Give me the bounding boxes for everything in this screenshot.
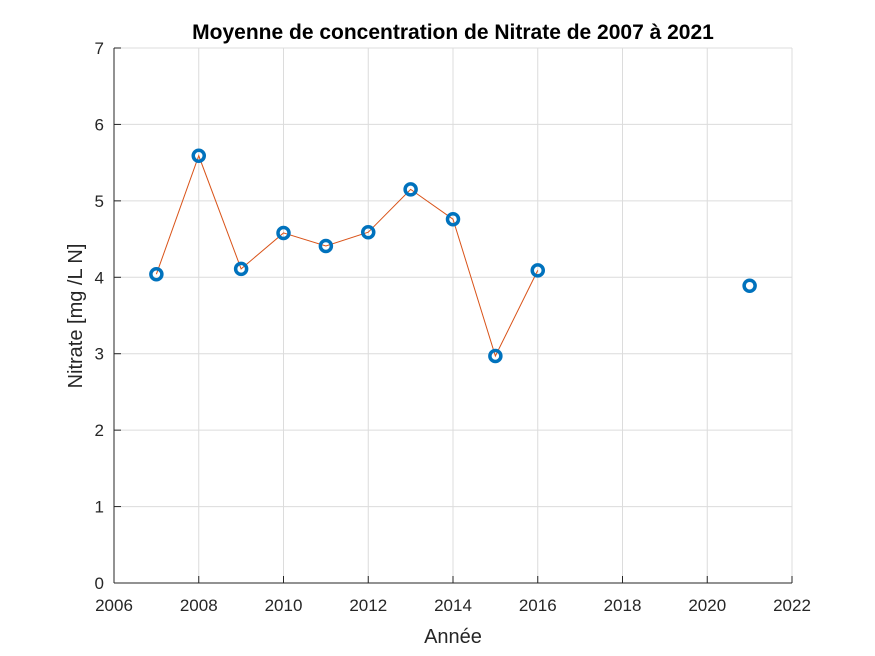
data-point xyxy=(742,278,757,293)
data-point xyxy=(361,224,376,240)
data-point xyxy=(530,263,545,278)
data-point xyxy=(276,225,291,241)
y-tick-label: 1 xyxy=(95,498,104,517)
x-tick-label: 2012 xyxy=(349,596,387,615)
x-tick-label: 2016 xyxy=(519,596,557,615)
x-axis-label: Année xyxy=(424,626,482,648)
data-point xyxy=(191,148,206,164)
x-tick-label: 2008 xyxy=(180,596,218,615)
y-tick-label: 5 xyxy=(95,192,104,211)
data-point xyxy=(403,182,418,197)
y-tick-label: 3 xyxy=(95,345,104,364)
data-point xyxy=(149,266,164,282)
series xyxy=(149,148,757,364)
y-tick-label: 2 xyxy=(95,421,104,440)
series-line xyxy=(155,154,539,358)
y-tick-label: 4 xyxy=(95,268,104,287)
y-axis-label: Nitrate [mg /L N] xyxy=(65,244,87,389)
data-point xyxy=(488,348,503,364)
x-tick-label: 2006 xyxy=(95,596,133,615)
x-tick-label: 2022 xyxy=(773,596,811,615)
ticks: 2006 2008 2010 2012 2014 2016 2018 2020 2022 0 1 2 3… xyxy=(95,39,811,615)
data-point xyxy=(445,211,461,227)
y-tick-label: 0 xyxy=(95,574,104,593)
x-tick-label: 2020 xyxy=(688,596,726,615)
x-tick-label: 2018 xyxy=(604,596,642,615)
grid xyxy=(113,47,793,584)
chart-title: Moyenne de concentration de Nitrate de 2… xyxy=(192,21,714,44)
y-tick-label: 7 xyxy=(95,39,104,58)
x-tick-label: 2010 xyxy=(265,596,303,615)
x-tick-label: 2014 xyxy=(434,596,472,615)
y-tick-label: 6 xyxy=(95,115,104,134)
data-point xyxy=(318,238,334,254)
data-point xyxy=(233,261,249,277)
